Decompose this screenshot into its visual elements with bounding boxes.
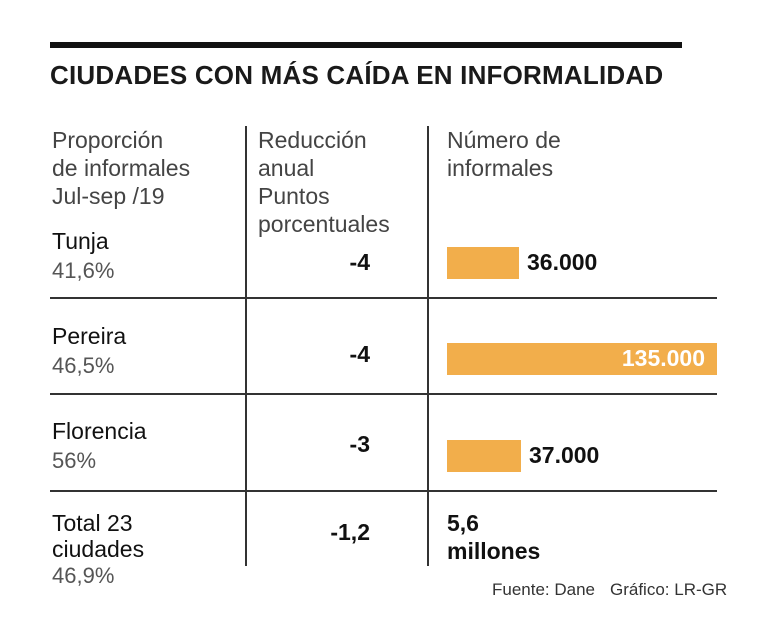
bar-value-label: 37.000 xyxy=(529,442,600,468)
total-label: Total 23 ciudades xyxy=(52,510,145,562)
source-note: Fuente: Dane xyxy=(492,580,596,599)
chart-title: CIUDADES CON MÁS CAÍDA EN INFORMALIDAD xyxy=(50,60,664,90)
column-divider-1 xyxy=(245,126,247,566)
bar-florencia xyxy=(447,440,521,472)
row-divider xyxy=(50,297,717,299)
bar-tunja xyxy=(447,247,519,279)
total-proportion: 46,9% xyxy=(52,563,115,588)
header-proportion: Proporción de informales Jul-sep /19 xyxy=(52,127,191,209)
total-reduction: -1,2 xyxy=(330,519,370,545)
bar-pereira xyxy=(447,343,717,375)
city-name: Pereira xyxy=(52,323,127,349)
header-reduction: Reducción anual Puntos porcentuales xyxy=(258,127,390,237)
top-rule xyxy=(50,42,682,48)
row-divider xyxy=(50,393,717,395)
city-proportion: 41,6% xyxy=(52,258,115,283)
city-proportion: 56% xyxy=(52,448,97,473)
total-informales: 5,6 millones xyxy=(447,510,541,564)
city-reduction: -4 xyxy=(349,249,370,275)
header-informales: Número de informales xyxy=(447,127,561,181)
city-reduction: -3 xyxy=(349,431,370,457)
city-name: Florencia xyxy=(52,418,147,444)
bar-value-label: 36.000 xyxy=(527,249,598,275)
bar-value-label: 135.000 xyxy=(621,345,705,371)
city-proportion: 46,5% xyxy=(52,353,115,378)
city-reduction: -4 xyxy=(349,341,370,367)
city-name: Tunja xyxy=(52,228,109,254)
column-divider-2 xyxy=(427,126,429,566)
credit-note: Gráfico: LR-GR xyxy=(610,580,728,599)
row-divider xyxy=(50,490,717,492)
